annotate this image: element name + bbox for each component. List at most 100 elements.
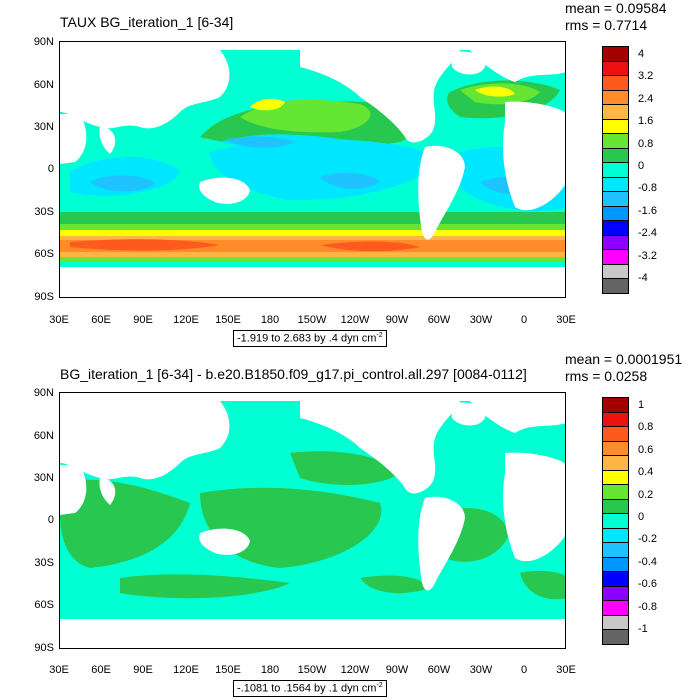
p2-lon-label: 90E [133,664,153,676]
colorbar-swatch [602,556,629,572]
colorbar-swatch [602,89,629,105]
colorbar-swatch [602,220,629,236]
p2-lon-label: 60E [91,664,111,676]
panel2-field [60,393,565,648]
colorbar-swatch [602,147,629,163]
panel1-map [59,41,566,298]
colorbar-label: 2.4 [638,92,654,105]
colorbar-swatch [602,249,629,265]
colorbar-swatch [602,527,629,543]
p2-lat-label: 30S [34,557,54,569]
p1-lat-label: 90S [34,291,54,303]
p2-lon-label: 0 [520,664,528,676]
colorbar-swatch [602,118,629,134]
colorbar-label: -0.2 [638,533,657,546]
p1-lon-label: 30E [49,314,69,326]
colorbar-label: -0.8 [638,182,657,195]
p2-lat-label: 30N [33,472,54,484]
colorbar-label: -0.4 [638,555,657,568]
colorbar-swatch [602,426,629,442]
p1-lon-label: 60W [427,314,451,326]
colorbar-label: 4 [638,48,645,60]
colorbar-swatch [602,263,629,279]
colorbar-swatch [602,133,629,149]
p2-lon-label: 180 [260,664,280,676]
colorbar-swatch [602,440,629,456]
p2-lat-label: 90N [33,387,54,399]
colorbar-swatch [602,278,629,294]
colorbar-label: -1 [638,623,648,636]
colorbar-label: 0.8 [638,421,654,434]
panel2-map [59,392,566,649]
colorbar-label: 0.8 [638,137,654,150]
colorbar-label: -1.6 [638,204,657,217]
colorbar-label: 3.2 [638,70,654,83]
colorbar-swatch [602,191,629,207]
colorbar-swatch [602,60,629,76]
p1-lon-label: 60E [91,314,111,326]
colorbar-label: 1 [638,399,645,411]
p1-lat-label: 30N [33,121,54,133]
p2-lon-label: 120W [340,664,370,676]
colorbar-swatch [602,46,629,62]
colorbar-swatch [602,498,629,514]
colorbar-swatch [602,600,629,616]
p1-lat-label: 60S [34,248,54,260]
p1-lat-label: 90N [33,36,54,48]
p1-lat-label: 60N [33,79,54,91]
p2-lon-label: 120E [173,664,199,676]
colorbar-swatch [602,542,629,558]
p1-lon-label: 90E [133,314,153,326]
colorbar-swatch [602,176,629,192]
p2-lon-label: 30E [556,664,576,676]
colorbar-swatch [602,234,629,250]
colorbar-swatch [602,629,629,645]
colorbar-label: 0 [638,160,645,173]
colorbar-swatch [602,162,629,178]
p2-lon-label: 30E [49,664,69,676]
colorbar-label: -3.2 [638,249,657,262]
p1-lat-label: 30S [34,206,54,218]
p2-lat-label: 90S [34,642,54,654]
colorbar-label: 1.6 [638,115,654,128]
p1-lat-label: 0 [47,163,54,175]
colorbar-label: 0.6 [638,443,654,456]
p1-lon-label: 150E [215,314,241,326]
colorbar-swatch [602,397,629,413]
colorbar-swatch [602,469,629,485]
colorbar-swatch [602,571,629,587]
p2-lon-label: 150E [215,664,241,676]
p2-lat-label: 0 [47,514,54,526]
colorbar-swatch [602,104,629,120]
p1-lon-label: 30W [469,314,493,326]
p2-lon-label: 90W [385,664,409,676]
panel1-mean: mean = 0.09584 [565,0,667,16]
p2-lon-label: 60W [427,664,451,676]
colorbar-swatch [602,411,629,427]
p1-lon-label: 180 [260,314,280,326]
colorbar-label: -2.4 [638,227,657,240]
panel1-rms: rms = 0.7714 [565,17,648,33]
colorbar-label: 0.4 [638,466,654,479]
panel2-mean: mean = 0.0001951 [565,351,683,367]
colorbar-label: 0 [638,511,645,524]
panel2-title: BG_iteration_1 [6-34] - b.e20.B1850.f09_… [60,366,527,382]
panel1-range-label: -1.919 to 2.683 by .4 dyn cm-2 [233,330,387,347]
p1-lon-label: 90W [385,314,409,326]
panel1-field [60,42,565,297]
p2-lat-label: 60N [33,430,54,442]
colorbar-swatch [602,455,629,471]
colorbar-swatch [602,614,629,630]
p1-lon-label: 120E [173,314,199,326]
p1-lon-label: 30E [556,314,576,326]
p1-lon-label: 150W [297,314,327,326]
colorbar-swatch [602,585,629,601]
colorbar-label: -0.8 [638,600,657,613]
colorbar-swatch [602,205,629,221]
colorbar-swatch [602,75,629,91]
p2-lon-label: 30W [469,664,493,676]
colorbar-label: 0.2 [638,488,654,501]
colorbar-swatch [602,513,629,529]
colorbar-label: -0.6 [638,578,657,591]
colorbar-swatch [602,484,629,500]
